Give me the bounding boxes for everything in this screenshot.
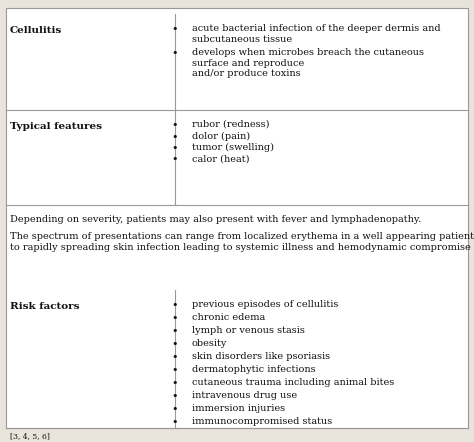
Text: calor (heat): calor (heat) xyxy=(192,155,249,164)
Text: •: • xyxy=(172,417,178,427)
Text: acute bacterial infection of the deeper dermis and: acute bacterial infection of the deeper … xyxy=(192,24,441,33)
Text: rubor (redness): rubor (redness) xyxy=(192,120,270,129)
Text: lymph or venous stasis: lymph or venous stasis xyxy=(192,326,305,335)
Text: previous episodes of cellulitis: previous episodes of cellulitis xyxy=(192,300,338,309)
Text: •: • xyxy=(172,326,178,336)
FancyBboxPatch shape xyxy=(6,8,468,428)
Text: chronic edema: chronic edema xyxy=(192,313,265,322)
Text: •: • xyxy=(172,339,178,349)
Text: Depending on severity, patients may also present with fever and lymphadenopathy.: Depending on severity, patients may also… xyxy=(10,215,421,224)
Text: •: • xyxy=(172,48,178,58)
Text: •: • xyxy=(172,24,178,34)
Text: dolor (pain): dolor (pain) xyxy=(192,132,250,141)
Text: dermatophytic infections: dermatophytic infections xyxy=(192,365,316,374)
Text: •: • xyxy=(172,391,178,401)
Text: •: • xyxy=(172,404,178,414)
Text: Risk factors: Risk factors xyxy=(10,302,80,311)
Text: and/or produce toxins: and/or produce toxins xyxy=(192,69,301,78)
Text: •: • xyxy=(172,120,178,130)
Text: obesity: obesity xyxy=(192,339,228,348)
Text: skin disorders like psoriasis: skin disorders like psoriasis xyxy=(192,352,330,361)
Text: subcutaneous tissue: subcutaneous tissue xyxy=(192,34,292,43)
Text: •: • xyxy=(172,313,178,323)
Text: [3, 4, 5, 6]: [3, 4, 5, 6] xyxy=(10,432,50,440)
Text: to rapidly spreading skin infection leading to systemic illness and hemodynamic : to rapidly spreading skin infection lead… xyxy=(10,243,471,252)
Text: •: • xyxy=(172,155,178,164)
Text: develops when microbes breach the cutaneous: develops when microbes breach the cutane… xyxy=(192,48,424,57)
Text: immunocompromised status: immunocompromised status xyxy=(192,417,332,426)
Text: immersion injuries: immersion injuries xyxy=(192,404,285,413)
Text: •: • xyxy=(172,378,178,388)
Text: •: • xyxy=(172,132,178,141)
Text: cutaneous trauma including animal bites: cutaneous trauma including animal bites xyxy=(192,378,394,387)
Text: The spectrum of presentations can range from localized erythema in a well appear: The spectrum of presentations can range … xyxy=(10,232,474,241)
Text: intravenous drug use: intravenous drug use xyxy=(192,391,297,400)
Text: •: • xyxy=(172,352,178,362)
Text: •: • xyxy=(172,143,178,153)
Text: •: • xyxy=(172,365,178,375)
Text: tumor (swelling): tumor (swelling) xyxy=(192,143,274,152)
Text: •: • xyxy=(172,300,178,310)
Text: surface and reproduce: surface and reproduce xyxy=(192,58,304,68)
Text: Typical features: Typical features xyxy=(10,122,102,131)
Text: Cellulitis: Cellulitis xyxy=(10,26,62,35)
